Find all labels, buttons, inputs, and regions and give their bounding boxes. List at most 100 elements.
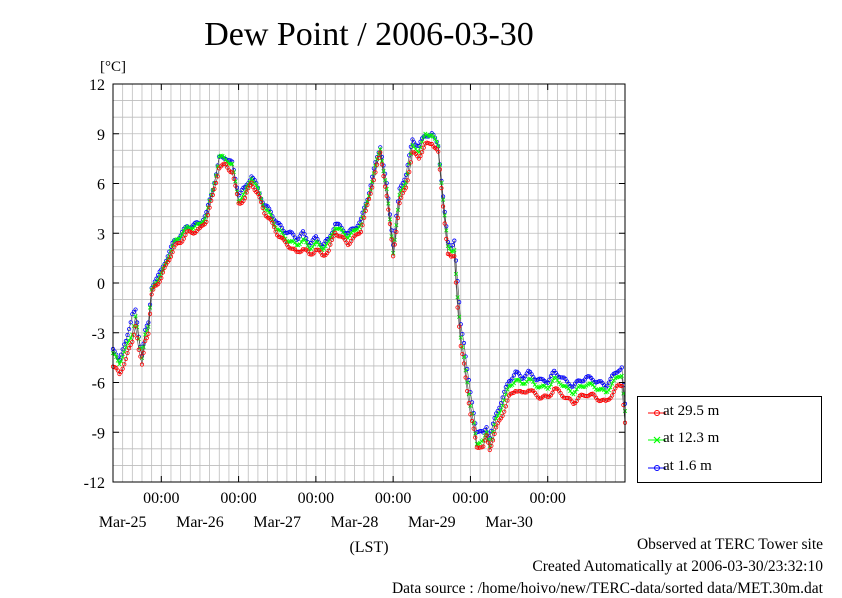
y-tick-label: 12 [89,77,105,94]
data-point [210,192,215,198]
x-tick-time: 00:00 [452,490,488,507]
data-point [128,320,133,325]
data-point [376,151,381,157]
data-point [474,441,479,447]
data-point [365,202,370,207]
data-point [339,227,344,232]
data-point [408,160,413,165]
data-point [136,347,141,352]
data-point [358,229,364,234]
data-point [511,381,517,386]
data-point [205,213,211,218]
data-point [403,185,409,190]
data-point [147,305,153,310]
x-tick-time: 00:00 [220,490,256,507]
data-point [135,320,140,325]
data-point [490,429,496,435]
data-point [471,426,476,431]
y-tick-label: 9 [97,127,105,144]
data-point [473,435,478,440]
data-point [157,274,162,279]
data-point [183,232,188,238]
data-point [437,167,442,172]
data-point [370,185,375,190]
data-point [469,418,475,424]
data-point [117,362,122,367]
data-point [118,359,124,364]
data-point [619,383,624,389]
data-point [571,392,576,397]
data-point [548,382,554,387]
y-tick-label: 6 [97,177,105,194]
x-tick-date: Mar-26 [176,514,224,531]
data-point [610,381,615,386]
data-point [308,252,314,257]
data-point [392,237,397,242]
data-point [547,385,552,390]
data-point [294,243,299,248]
data-point [159,275,164,281]
data-point [381,169,386,174]
data-point [561,383,566,389]
data-point [230,161,235,167]
data-point [579,379,584,384]
data-point [453,280,459,285]
data-point [452,238,457,243]
data-point [511,373,517,378]
x-tick-date: Mar-27 [253,514,301,531]
data-point [310,244,315,250]
data-point [316,242,322,247]
data-point [601,387,607,393]
data-point [297,242,302,247]
data-point [505,398,510,403]
data-point [167,257,172,263]
data-point [437,162,442,167]
data-point [436,149,441,154]
data-point [484,425,489,430]
data-point [114,354,119,360]
data-point [378,150,383,155]
data-point [336,226,341,231]
data-point [146,331,151,336]
data-point [416,143,422,148]
data-point [440,197,446,202]
data-point [323,244,328,249]
x-tick-date: Mar-30 [485,514,533,531]
data-point [447,246,452,251]
data-point [513,369,518,374]
data-point [147,311,153,316]
data-point [392,242,397,247]
data-point [418,145,423,150]
data-point [403,172,409,178]
x-axis-label: (LST) [349,539,388,556]
data-point [463,375,468,380]
data-point [523,390,528,395]
data-point [328,242,333,247]
footer-data-source: Data source : /home/hoivo/new/TERC-data/… [391,580,823,597]
data-point [455,305,460,310]
data-point [329,232,335,238]
series-line [112,132,626,440]
data-point [273,229,278,234]
data-point [117,357,122,362]
data-point [135,335,140,341]
series-at-1-6-m [110,131,628,441]
data-point [120,354,125,360]
data-point [410,150,415,155]
data-point [347,233,352,238]
data-point [611,389,616,394]
data-point [457,314,462,319]
data-point [495,413,500,418]
data-point [492,431,497,436]
data-point [133,314,138,319]
series-at-12-3-m [110,131,628,448]
data-point [386,201,391,206]
data-point [421,135,426,140]
data-point [608,385,613,390]
data-point [157,279,162,284]
data-point [213,180,219,186]
data-point [267,210,272,215]
data-point [115,358,120,363]
data-point [473,431,478,436]
